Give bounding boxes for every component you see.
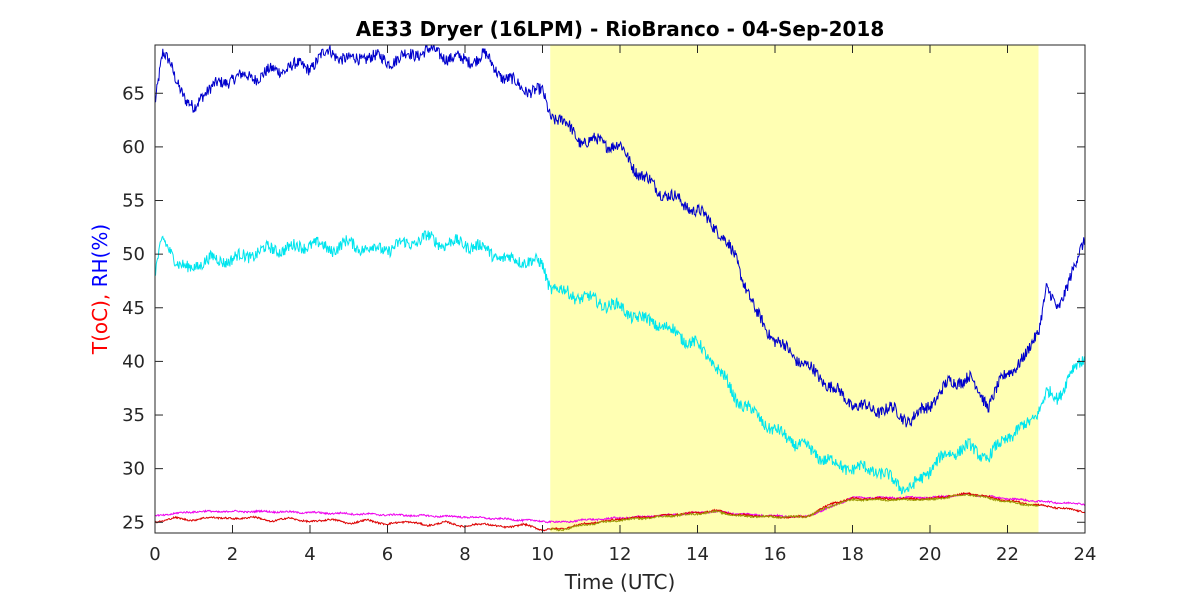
y-tick-label: 50 — [122, 244, 145, 265]
y-tick-label: 60 — [122, 137, 145, 158]
y-tick-label: 55 — [122, 191, 145, 212]
x-tick-label: 20 — [919, 544, 942, 565]
y-tick-label: 45 — [122, 298, 145, 319]
x-axis: 0 2 4 6 8 10 12 14 16 18 20 22 24 — [149, 45, 1096, 565]
y-axis-label: T(oC), RH(%) — [88, 224, 112, 355]
x-tick-label: 4 — [304, 544, 315, 565]
series-line-1 — [154, 229, 1086, 495]
y-axis-label-humidity: RH(%) — [88, 224, 112, 294]
y-axis-label-temperature: T(oC), — [88, 294, 112, 355]
y-tick-label: 25 — [122, 512, 145, 533]
y-axis: 25 30 35 40 45 50 55 60 65 — [122, 83, 1085, 533]
x-tick-label: 8 — [459, 544, 470, 565]
x-tick-label: 6 — [382, 544, 393, 565]
x-tick-label: 12 — [609, 544, 632, 565]
y-tick-label: 30 — [122, 459, 145, 480]
x-tick-label: 24 — [1074, 544, 1097, 565]
chart-title: AE33 Dryer (16LPM) - RioBranco - 04-Sep-… — [356, 17, 885, 41]
highlight-band — [550, 45, 1039, 533]
series-line-0 — [154, 44, 1086, 428]
x-tick-label: 16 — [764, 544, 787, 565]
y-tick-label: 40 — [122, 351, 145, 372]
series-layer — [154, 44, 1086, 532]
x-tick-label: 22 — [996, 544, 1019, 565]
highlight-band-layer — [550, 45, 1039, 533]
x-axis-label: Time (UTC) — [564, 570, 676, 594]
x-tick-label: 18 — [841, 544, 864, 565]
y-tick-label: 65 — [122, 83, 145, 104]
x-tick-label: 2 — [227, 544, 238, 565]
x-tick-label: 0 — [149, 544, 160, 565]
series-line-4 — [549, 493, 1039, 532]
series-line-2 — [154, 492, 1086, 524]
x-tick-label: 10 — [531, 544, 554, 565]
x-tick-label: 14 — [686, 544, 709, 565]
y-tick-label: 35 — [122, 405, 145, 426]
